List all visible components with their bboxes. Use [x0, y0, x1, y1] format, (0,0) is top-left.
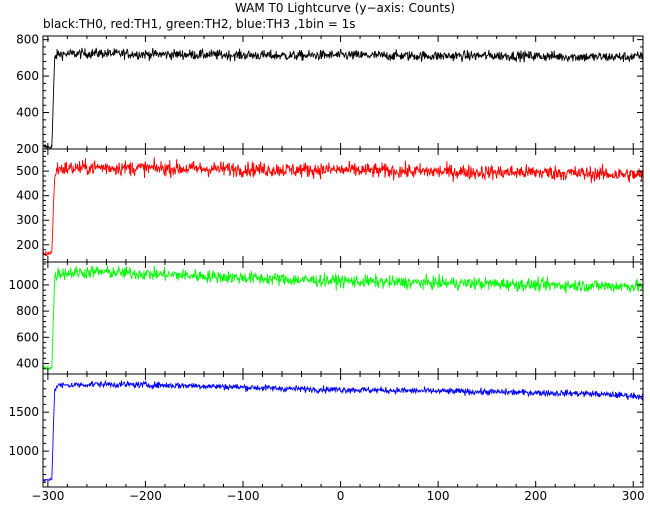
- x-tick-label: 0: [337, 489, 345, 503]
- panel-th3: 1000 1500: [8, 373, 644, 488]
- y-tick-label: 1000: [8, 444, 39, 458]
- series-line-th0: [43, 47, 643, 149]
- x-tick-label: −100: [227, 489, 260, 503]
- panels-group: 2004006008002003004005004006008001000100…: [8, 33, 644, 488]
- chart-subtitle: black:TH0, red:TH1, green:TH2, blue:TH3 …: [43, 17, 356, 31]
- y-tick-label: 800: [16, 33, 39, 47]
- panel-frame: [42, 148, 644, 263]
- y-tick-label: 400: [16, 357, 39, 371]
- x-tick-label: 100: [427, 489, 450, 503]
- panel-th1: 200 300 400 500: [16, 148, 644, 263]
- x-tick-label: 300: [622, 489, 645, 503]
- y-tick-label: 400: [16, 189, 39, 203]
- y-tick-label: 600: [16, 69, 39, 83]
- panel-th0: 200 400 600 800: [16, 33, 644, 156]
- y-tick-label: 600: [16, 330, 39, 344]
- series-line-th2: [43, 265, 643, 371]
- panel-th2: 400 600 800 1000: [8, 261, 644, 375]
- series-line-th1: [43, 157, 643, 257]
- y-tick-label: 200: [16, 142, 39, 156]
- series-line-th3: [43, 380, 643, 483]
- chart-title: WAM T0 Lightcurve (y−axis: Counts): [235, 1, 455, 15]
- x-axis: −300 −200 −100 0 100 200 300: [31, 489, 644, 503]
- y-tick-label: 400: [16, 106, 39, 120]
- y-tick-label: 200: [16, 238, 39, 252]
- x-tick-label: −300: [31, 489, 64, 503]
- x-tick-label: 200: [524, 489, 547, 503]
- y-tick-label: 500: [16, 164, 39, 178]
- y-tick-label: 1500: [8, 405, 39, 419]
- y-tick-label: 800: [16, 304, 39, 318]
- panel-frame: [42, 373, 644, 488]
- y-tick-label: 300: [16, 213, 39, 227]
- y-tick-label: 1000: [8, 278, 39, 292]
- x-tick-label: −200: [129, 489, 162, 503]
